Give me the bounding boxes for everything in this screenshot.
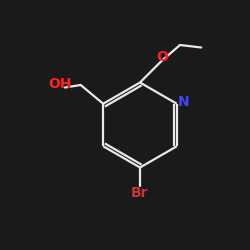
Text: N: N [178,96,190,110]
Text: O: O [156,50,168,64]
Text: Br: Br [131,186,149,200]
Text: OH: OH [48,77,72,91]
